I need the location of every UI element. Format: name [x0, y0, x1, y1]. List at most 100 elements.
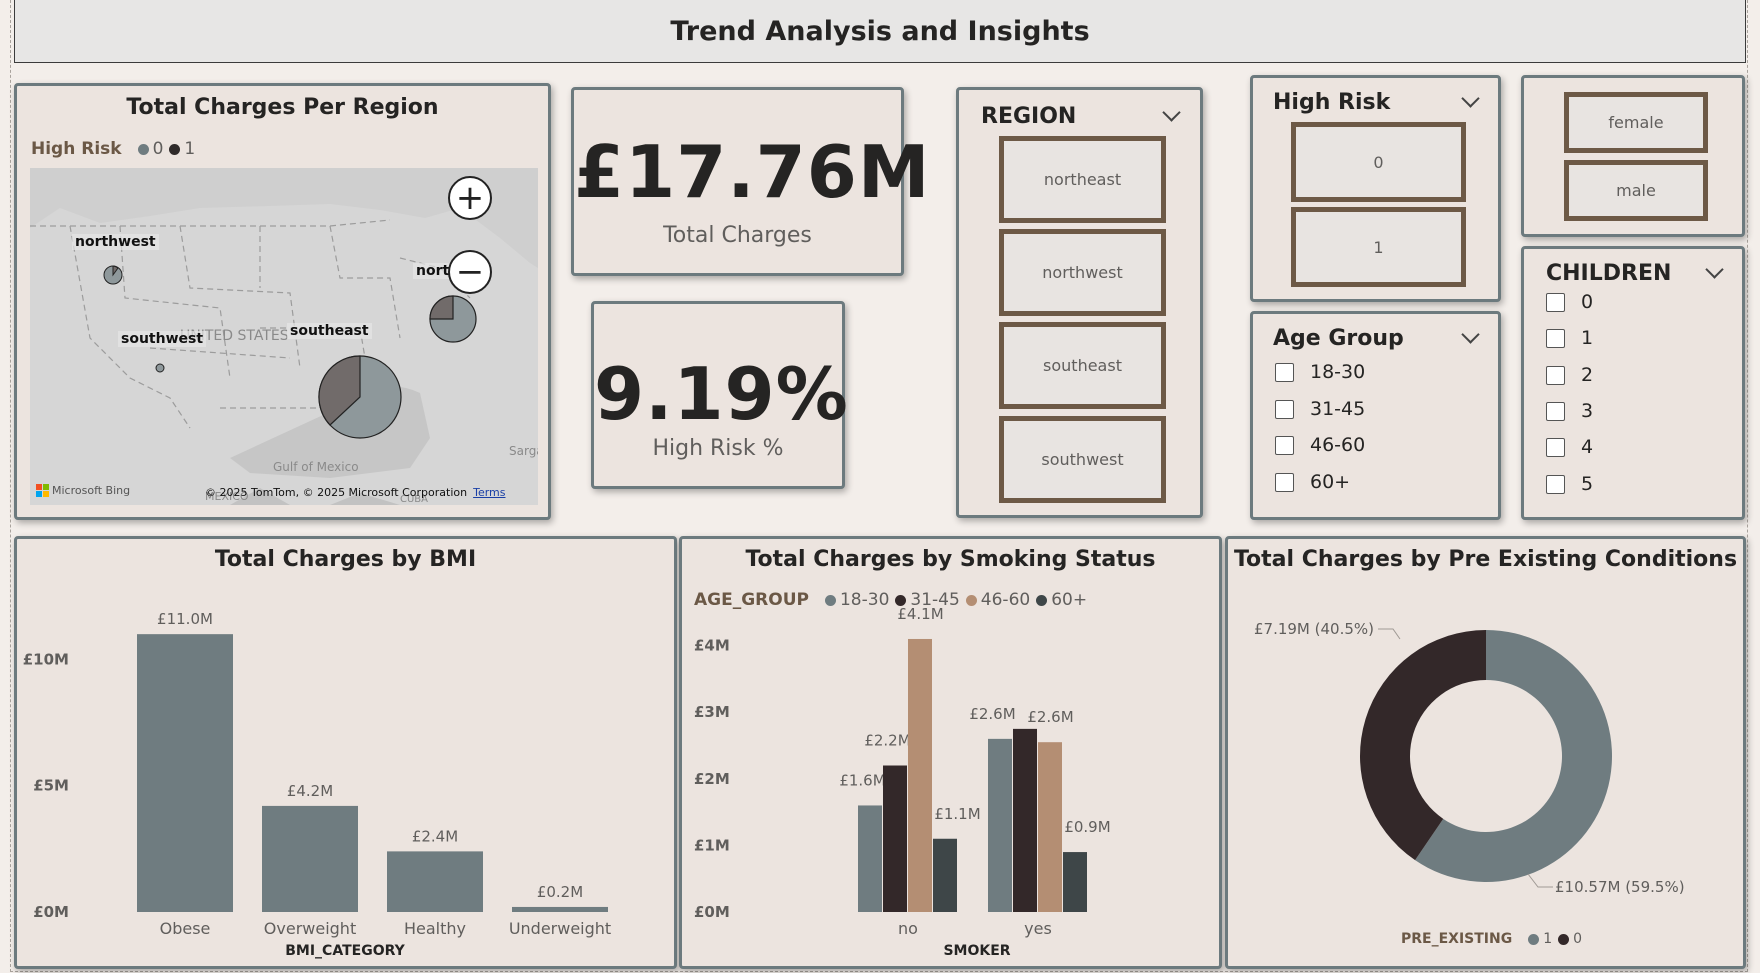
children-option-label: 3 [1581, 400, 1594, 422]
donut-slice[interactable] [1360, 630, 1486, 861]
age-group-option-label: 31-45 [1310, 398, 1366, 420]
high-risk-slicer-chevron-down-icon[interactable] [1461, 89, 1480, 108]
sex-slicer: female male [1521, 75, 1745, 237]
region-tile-southeast[interactable]: southeast [999, 322, 1166, 409]
legend-dot-0 [1558, 933, 1570, 945]
children-option-label: 0 [1581, 291, 1594, 313]
pie-marker-southeast[interactable] [318, 355, 402, 439]
bar[interactable] [933, 838, 957, 912]
zoom-out-button[interactable]: − [448, 250, 492, 294]
pie-marker-southwest[interactable] [155, 363, 165, 373]
checkbox[interactable] [1546, 437, 1565, 457]
pie-marker-northeast[interactable] [429, 295, 477, 343]
age-group-option-31-45[interactable]: 31-45 [1275, 398, 1365, 420]
checkbox[interactable] [1275, 435, 1294, 455]
data-label: £0.9M [1064, 818, 1110, 836]
smoking-chart-card[interactable]: Total Charges by Smoking Status AGE_GROU… [679, 536, 1222, 969]
y-tick-label: £10M [23, 650, 69, 668]
bar[interactable] [1038, 742, 1062, 912]
legend-dot-0 [137, 143, 149, 155]
high-risk-slicer: High Risk 0 1 [1250, 75, 1501, 302]
checkbox[interactable] [1546, 292, 1565, 312]
legend-label-46-60: 46-60 [980, 590, 1031, 610]
age-group-option-46-60[interactable]: 46-60 [1275, 434, 1365, 456]
bar[interactable] [858, 805, 882, 912]
sex-tile-female[interactable]: female [1564, 92, 1708, 153]
bmi-chart-title: Total Charges by BMI [214, 547, 477, 572]
report-canvas [10, 0, 1748, 972]
pie-marker-northwest[interactable] [103, 265, 123, 285]
pre-existing-legend: PRE_EXISTING 1 0 [1401, 931, 1582, 947]
high-risk-tile-0[interactable]: 0 [1291, 122, 1466, 202]
smoking-chart-legend: AGE_GROUP 18-30 31-45 46-60 60+ [694, 590, 1087, 610]
checkbox[interactable] [1546, 401, 1565, 421]
bar[interactable] [988, 738, 1012, 912]
x-tick-label: Underweight [509, 919, 611, 938]
region-label-southwest: southwest [118, 331, 207, 347]
region-tile-southwest[interactable]: southwest [999, 416, 1166, 503]
children-option-1[interactable]: 1 [1546, 327, 1593, 349]
y-tick-label: £0M [33, 903, 69, 921]
checkbox[interactable] [1275, 399, 1294, 419]
bar[interactable] [883, 765, 907, 913]
sex-tile-male[interactable]: male [1564, 160, 1708, 221]
map-legend-title: High Risk [31, 139, 122, 159]
leader-line [1527, 873, 1553, 888]
legend-label-1: 1 [1543, 931, 1553, 947]
pre-existing-chart-card[interactable]: Total Charges by Pre Existing Conditions… [1225, 536, 1746, 969]
high-risk-tile-1[interactable]: 1 [1291, 207, 1466, 287]
bar[interactable] [262, 805, 358, 912]
bar[interactable] [137, 634, 233, 912]
microsoft-logo-icon [36, 484, 49, 497]
region-label-southeast: southeast [287, 323, 372, 339]
zoom-in-button[interactable]: + [448, 176, 492, 220]
map-canvas[interactable]: UNITED STATES Gulf of Mexico MEXICO CUBA… [30, 168, 538, 505]
region-tile-northwest[interactable]: northwest [999, 229, 1166, 316]
data-label: £11.0M [157, 610, 213, 628]
children-option-4[interactable]: 4 [1546, 436, 1593, 458]
donut-slice[interactable] [1415, 630, 1612, 882]
map-terms-link[interactable]: Terms [473, 486, 506, 499]
region-tile-northeast[interactable]: northeast [999, 136, 1166, 223]
children-option-5[interactable]: 5 [1546, 473, 1593, 495]
region-slicer-title: REGION [981, 104, 1077, 129]
kpi-total-charges-value: £17.76M [574, 130, 931, 214]
bar[interactable] [1063, 852, 1087, 912]
children-option-0[interactable]: 0 [1546, 291, 1593, 313]
bar[interactable] [387, 851, 483, 912]
checkbox[interactable] [1546, 474, 1565, 494]
bmi-chart-svg: £0M £5M £10M £11.0M Obese £4.2M Overweight £2.4… [23, 610, 611, 959]
x-tick-label: yes [1024, 919, 1052, 938]
checkbox[interactable] [1275, 362, 1294, 382]
bar[interactable] [908, 638, 932, 912]
checkbox[interactable] [1546, 365, 1565, 385]
age-group-slicer-chevron-down-icon[interactable] [1461, 325, 1480, 344]
page-title: Trend Analysis and Insights [670, 15, 1090, 47]
map-visual[interactable]: Total Charges Per Region High Risk 0 1 [14, 83, 551, 520]
children-slicer-chevron-down-icon[interactable] [1705, 260, 1724, 279]
children-slicer: CHILDREN 0 1 2 3 4 5 [1521, 246, 1745, 520]
age-group-option-18-30[interactable]: 18-30 [1275, 361, 1365, 383]
children-option-3[interactable]: 3 [1546, 400, 1593, 422]
children-option-label: 1 [1581, 327, 1594, 349]
legend-dot-1 [169, 143, 181, 155]
legend-dot-1 [1528, 933, 1540, 945]
data-label: £1.6M [839, 771, 885, 789]
y-tick-label: £0M [694, 903, 730, 921]
bar[interactable] [1013, 728, 1037, 912]
kpi-high-risk-value: 9.19% [594, 352, 849, 436]
age-group-slicer: Age Group 18-30 31-45 46-60 60+ [1250, 311, 1501, 520]
children-option-2[interactable]: 2 [1546, 364, 1593, 386]
bmi-chart-card[interactable]: Total Charges by BMI £0M £5M £10M £11.0M Obe… [14, 536, 677, 969]
age-group-option-60-plus[interactable]: 60+ [1275, 471, 1350, 493]
bar[interactable] [512, 906, 608, 912]
age-group-option-label: 18-30 [1310, 361, 1366, 383]
x-tick-label: Obese [160, 919, 211, 938]
pre-existing-chart-title: Total Charges by Pre Existing Conditions [1233, 547, 1738, 572]
checkbox[interactable] [1546, 328, 1565, 348]
checkbox[interactable] [1275, 472, 1294, 492]
region-slicer-chevron-down-icon[interactable] [1162, 103, 1181, 122]
cuba-label: CUBA [400, 494, 429, 505]
data-label: £4.2M [287, 782, 333, 800]
map-basemap [30, 168, 538, 505]
